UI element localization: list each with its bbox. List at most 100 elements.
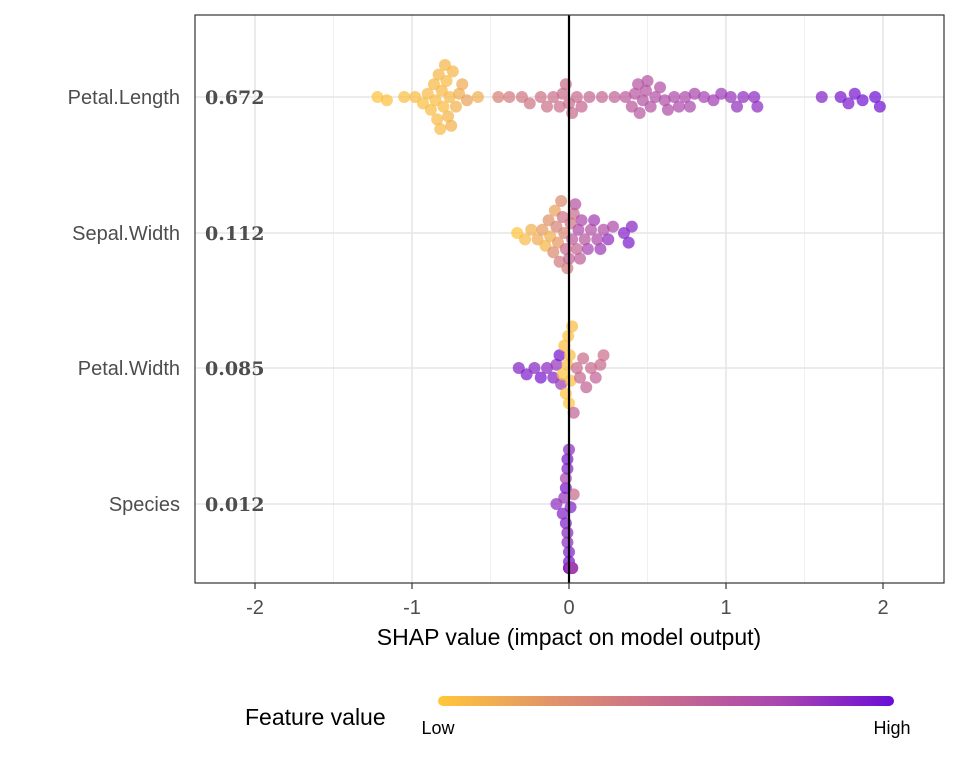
feature-importance-label: 0.085 (205, 358, 265, 380)
shap-point (583, 91, 596, 103)
shap-point (842, 97, 855, 110)
shap-point (578, 233, 591, 246)
shap-point (658, 94, 671, 107)
shap-point (602, 233, 615, 246)
shap-point (434, 123, 447, 135)
x-axis-title: SHAP value (impact on model output) (377, 624, 761, 650)
shap-point (492, 91, 505, 103)
shap-point (654, 81, 667, 94)
shap-point (856, 94, 869, 107)
legend-colorbar (438, 696, 894, 706)
shap-point (555, 378, 568, 390)
shap-point (588, 214, 601, 227)
feature-name-label: Species (109, 494, 180, 516)
shap-point (608, 91, 621, 103)
shap-point (724, 91, 737, 103)
shap-point (606, 220, 619, 233)
shap-point (625, 220, 638, 233)
feature-name-label: Petal.Width (78, 358, 180, 380)
shap-point (683, 100, 696, 113)
shap-point (550, 358, 563, 371)
shap-point (561, 526, 574, 539)
x-tick-label: 2 (877, 597, 888, 619)
shap-point (541, 362, 554, 374)
shap-point (668, 91, 681, 103)
feature-importance-label: 0.672 (205, 87, 265, 109)
shap-point (584, 223, 597, 236)
shap-point (449, 100, 462, 113)
shap-point (597, 223, 610, 236)
shap-point (639, 84, 652, 97)
shap-point (558, 491, 571, 504)
shap-point (561, 536, 574, 549)
shap-point (564, 501, 577, 514)
shap-point (567, 406, 580, 419)
shap-point (547, 246, 560, 259)
shap-point (446, 65, 459, 78)
shap-point (730, 100, 743, 113)
shap-point (641, 75, 654, 87)
feature-importance-label: 0.012 (205, 494, 265, 516)
shap-point (503, 91, 516, 103)
shap-point (445, 119, 458, 132)
shap-point (815, 91, 828, 103)
shap-point (561, 462, 574, 475)
shap-point (561, 358, 574, 371)
shap-point (715, 87, 728, 100)
feature-importance-label: 0.112 (205, 223, 265, 245)
shap-point (575, 100, 588, 113)
shap-point (573, 252, 586, 265)
shap-point (471, 91, 484, 103)
shap-point (591, 233, 604, 246)
feature-name-label: Petal.Length (68, 87, 180, 109)
feature-name-label: Sepal.Width (72, 223, 180, 245)
shap-point (622, 236, 635, 249)
shap-point (534, 91, 547, 103)
shap-point (555, 195, 568, 207)
shap-point (424, 103, 437, 116)
shap-point (594, 358, 607, 371)
shap-point (561, 262, 574, 275)
shap-point (581, 243, 594, 255)
shap-point (547, 91, 560, 103)
shap-point (553, 349, 566, 362)
shap-point (440, 75, 453, 87)
shap-point (688, 87, 701, 100)
x-tick-label: 0 (563, 597, 574, 619)
shap-point (431, 113, 444, 126)
shap-point (595, 91, 608, 103)
shap-point (561, 453, 574, 466)
shap-point (649, 91, 662, 103)
shap-point (519, 233, 532, 246)
shap-point (589, 371, 602, 384)
shap-point (528, 362, 541, 374)
legend-low-label: Low (421, 718, 455, 738)
shap-point (572, 223, 585, 236)
shap-point (570, 243, 583, 255)
x-tick-label: -2 (246, 597, 264, 619)
shap-point (737, 91, 750, 103)
shap-point (580, 381, 593, 394)
shap-point (556, 87, 569, 100)
legend-title: Feature value (245, 704, 386, 730)
shap-point (371, 91, 384, 103)
shap-point (380, 94, 393, 107)
shap-point (534, 371, 547, 384)
shap-point (570, 362, 583, 374)
shap-point (661, 103, 674, 116)
shap-point (567, 488, 580, 501)
data-points (371, 59, 886, 574)
shap-point (443, 91, 456, 103)
shap-point (553, 100, 566, 113)
shap-point (575, 214, 588, 227)
shap-point (873, 100, 886, 113)
shap-point (456, 78, 469, 91)
shap-point (751, 100, 764, 113)
shap-point (594, 243, 607, 255)
shap-point (644, 100, 657, 113)
x-axis-ticks: -2 -1 0 1 2 (246, 583, 889, 619)
shap-point (748, 91, 761, 103)
shap-point (584, 362, 597, 374)
shap-point (523, 97, 536, 110)
